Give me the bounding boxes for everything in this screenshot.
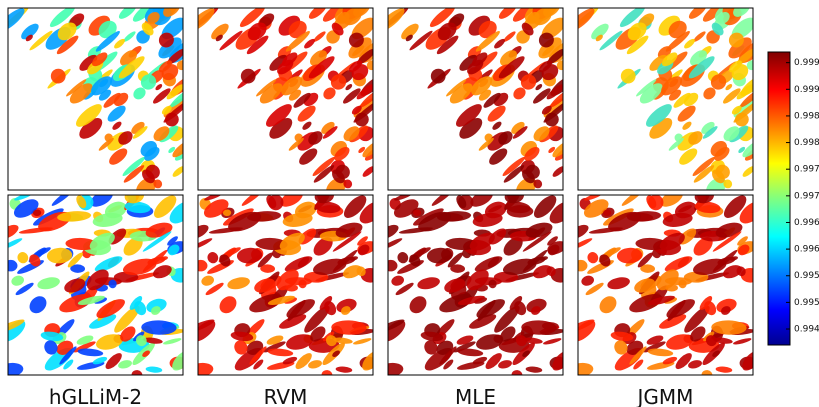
tick-label: 0.995	[794, 298, 819, 308]
region	[620, 186, 646, 208]
region	[293, 351, 314, 372]
region	[194, 260, 208, 272]
region	[377, 361, 405, 379]
region	[491, 120, 503, 131]
region	[145, 366, 162, 374]
region	[543, 337, 562, 346]
panel-label: JGMM	[636, 385, 694, 407]
region	[580, 274, 595, 287]
map-image	[182, 186, 388, 381]
region	[596, 293, 620, 317]
map-image	[374, 0, 577, 200]
colorbar	[768, 52, 790, 345]
region	[733, 337, 752, 346]
region	[570, 237, 593, 252]
map-image	[564, 0, 767, 200]
map-image	[562, 186, 768, 381]
region	[374, 5, 407, 35]
region	[10, 274, 25, 287]
region	[551, 164, 566, 178]
panel-label: hGLLiM-2	[49, 385, 142, 407]
region	[430, 186, 456, 208]
region	[399, 226, 434, 235]
tick-label: 0.9945	[794, 325, 819, 335]
region	[406, 293, 430, 317]
region	[240, 186, 266, 208]
region	[184, 5, 217, 35]
region	[396, 250, 410, 265]
region	[589, 226, 624, 235]
panels	[0, 0, 768, 380]
region	[586, 250, 600, 265]
figure: hGLLiM-2 RVM MLE JGMM 0.9945 0.995 0.9955 0.996…	[0, 0, 819, 407]
region	[390, 274, 405, 287]
map-image	[372, 186, 578, 381]
tick-label: 0.998	[794, 138, 819, 148]
region	[335, 366, 352, 374]
region	[564, 5, 597, 35]
region	[301, 120, 313, 131]
tick-label: 0.9955	[794, 271, 819, 281]
region	[36, 275, 61, 291]
region	[741, 164, 756, 178]
region	[187, 361, 215, 379]
region	[200, 274, 215, 287]
tick-label: 0.9985	[794, 111, 819, 121]
region	[171, 164, 186, 178]
region	[361, 164, 376, 178]
region	[681, 120, 693, 131]
tick-label: 0.9975	[794, 165, 819, 175]
region	[380, 237, 403, 252]
region	[94, 332, 124, 353]
region	[190, 237, 213, 252]
region	[483, 351, 504, 372]
region	[284, 332, 314, 353]
region	[673, 351, 694, 372]
map-image	[0, 186, 198, 381]
tick-label: 0.996	[794, 245, 819, 255]
tick-label: 0.9995	[794, 58, 819, 68]
region	[416, 275, 441, 291]
region	[384, 260, 398, 272]
region	[103, 351, 124, 372]
region	[606, 275, 631, 291]
tick-label: 0.9965	[794, 218, 819, 228]
region	[664, 332, 694, 353]
region	[111, 120, 123, 131]
panel-label: RVM	[264, 385, 308, 407]
region	[0, 237, 23, 252]
region	[226, 275, 251, 291]
tick-label: 0.999	[794, 85, 819, 95]
region	[50, 186, 76, 208]
region	[206, 250, 220, 265]
region	[0, 361, 24, 379]
region	[16, 250, 30, 265]
region	[216, 293, 240, 317]
region	[353, 337, 372, 346]
region	[474, 332, 504, 353]
region	[0, 5, 28, 35]
region	[209, 226, 244, 235]
panel-label: MLE	[455, 385, 496, 407]
region	[715, 366, 732, 374]
region	[574, 260, 588, 272]
map-image	[184, 0, 387, 200]
region	[19, 226, 54, 235]
region	[4, 260, 18, 272]
tick-label: 0.997	[794, 191, 819, 201]
region	[525, 366, 542, 374]
region	[163, 337, 182, 346]
map-image	[0, 0, 198, 200]
region	[567, 361, 595, 379]
region	[26, 293, 50, 317]
